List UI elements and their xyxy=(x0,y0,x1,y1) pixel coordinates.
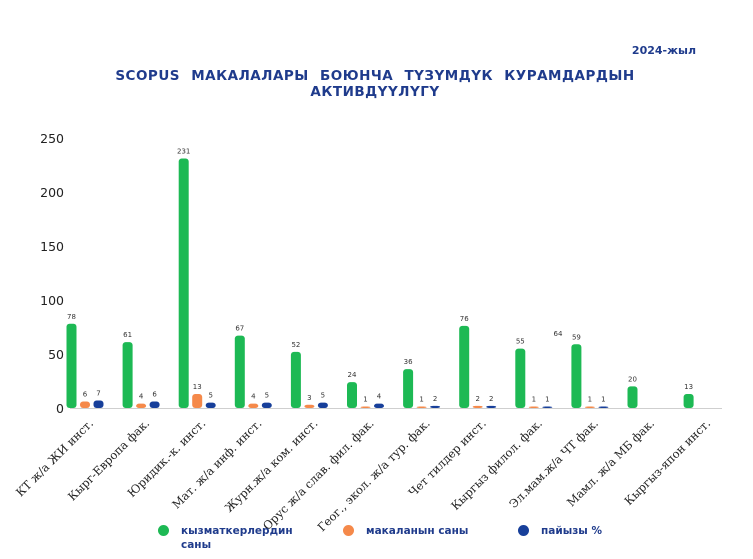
bars-layer xyxy=(66,158,694,408)
bar-employees xyxy=(683,393,694,408)
chart-subtitle-year: 2024-жыл xyxy=(631,44,697,57)
data-label: 6 xyxy=(152,391,157,399)
x-tick-label: Геог., экол. ж/а тур. фак. xyxy=(315,416,433,534)
data-label: 2 xyxy=(489,395,493,403)
data-label: 2 xyxy=(475,395,479,403)
bar-employees xyxy=(403,369,414,408)
data-label: 20 xyxy=(628,375,637,383)
data-label: 1 xyxy=(532,396,536,404)
legend-swatch-percent xyxy=(518,525,529,536)
bar-percent xyxy=(93,400,104,408)
data-label: 2 xyxy=(433,395,437,403)
legend-item-percent: пайызы % xyxy=(518,524,641,538)
y-tick-label: 250 xyxy=(40,131,64,146)
bar-percent xyxy=(205,402,216,408)
data-label: 61 xyxy=(123,331,132,339)
bar-percent xyxy=(598,406,609,408)
stray-data-label: 64 xyxy=(554,330,563,338)
bar-employees xyxy=(290,351,301,408)
legend-label-percent: пайызы % xyxy=(541,525,602,537)
data-label: 13 xyxy=(193,383,202,391)
data-label: 6 xyxy=(83,391,88,399)
data-label: 76 xyxy=(460,315,469,323)
bar-employees xyxy=(66,323,77,408)
data-label: 36 xyxy=(404,358,413,366)
bar-articles xyxy=(360,406,371,408)
y-tick-label: 50 xyxy=(48,347,64,362)
data-label: 13 xyxy=(684,383,693,391)
legend-item-articles: макаланын саны xyxy=(343,524,516,538)
data-label: 4 xyxy=(139,393,144,401)
data-label: 59 xyxy=(572,333,581,341)
legend-swatch-employees xyxy=(158,525,169,536)
x-tick-label: Орус ж/а слав. фил. фак. xyxy=(260,416,377,533)
bar-employees xyxy=(234,335,245,408)
bar-articles xyxy=(80,401,90,408)
bar-percent xyxy=(542,406,553,408)
data-label: 231 xyxy=(177,148,190,156)
bar-percent xyxy=(317,402,328,408)
y-tick-label: 100 xyxy=(40,293,64,308)
data-label: 5 xyxy=(321,392,325,400)
data-label: 1 xyxy=(419,396,423,404)
x-tick-label: Журн.ж/а ком. инст. xyxy=(222,416,321,515)
data-label: 52 xyxy=(291,341,300,349)
data-label: 55 xyxy=(516,338,525,346)
y-tick-label: 200 xyxy=(40,185,64,200)
bar-articles xyxy=(416,406,427,408)
x-tick-label: Кыргыз филол. фак. xyxy=(448,416,545,513)
bar-employees xyxy=(515,348,526,408)
bar-articles xyxy=(304,404,315,408)
data-label: 1 xyxy=(363,396,367,404)
y-tick-label: 150 xyxy=(40,239,64,254)
bar-percent xyxy=(486,405,497,408)
data-label: 67 xyxy=(235,325,244,333)
bar-employees xyxy=(459,325,470,408)
bar-percent xyxy=(149,401,160,408)
bar-percent xyxy=(430,405,441,408)
bar-percent xyxy=(374,403,384,408)
y-tick-label: 0 xyxy=(56,401,64,416)
bar-articles xyxy=(192,393,203,408)
bar-employees xyxy=(571,344,582,408)
bar-articles xyxy=(136,403,147,408)
bar-articles xyxy=(584,406,595,408)
data-label: 7 xyxy=(96,389,100,397)
data-label: 5 xyxy=(265,392,269,400)
bar-articles xyxy=(472,405,483,408)
bar-employees xyxy=(347,382,357,408)
data-label: 1 xyxy=(545,396,549,404)
data-label: 4 xyxy=(377,393,382,401)
axis-layer: 0 50 100 150 200 250 xyxy=(40,131,722,416)
bar-articles xyxy=(528,406,539,408)
data-label: 78 xyxy=(67,313,76,321)
legend-item-employees: кызматкерлердин саны xyxy=(158,524,293,552)
data-label: 4 xyxy=(251,393,256,401)
data-label: 1 xyxy=(588,396,592,404)
chart-title: SCOPUS МАКАЛАЛАРЫ БОЮНЧА ТҮЗҮМДҮК КУРАМД… xyxy=(115,68,635,100)
bar-employees xyxy=(627,386,638,408)
data-label: 1 xyxy=(601,396,605,404)
data-label: 24 xyxy=(348,371,357,379)
bar-employees xyxy=(122,342,133,408)
legend-swatch-articles xyxy=(343,525,354,536)
data-label: 3 xyxy=(307,394,311,402)
bar-employees xyxy=(178,158,189,408)
legend-label-articles: макаланын саны xyxy=(366,525,469,537)
bar-articles xyxy=(248,403,259,408)
legend-label-employees: кызматкерлердин саны xyxy=(181,525,293,551)
data-label: 5 xyxy=(208,392,212,400)
bar-percent xyxy=(261,402,272,408)
